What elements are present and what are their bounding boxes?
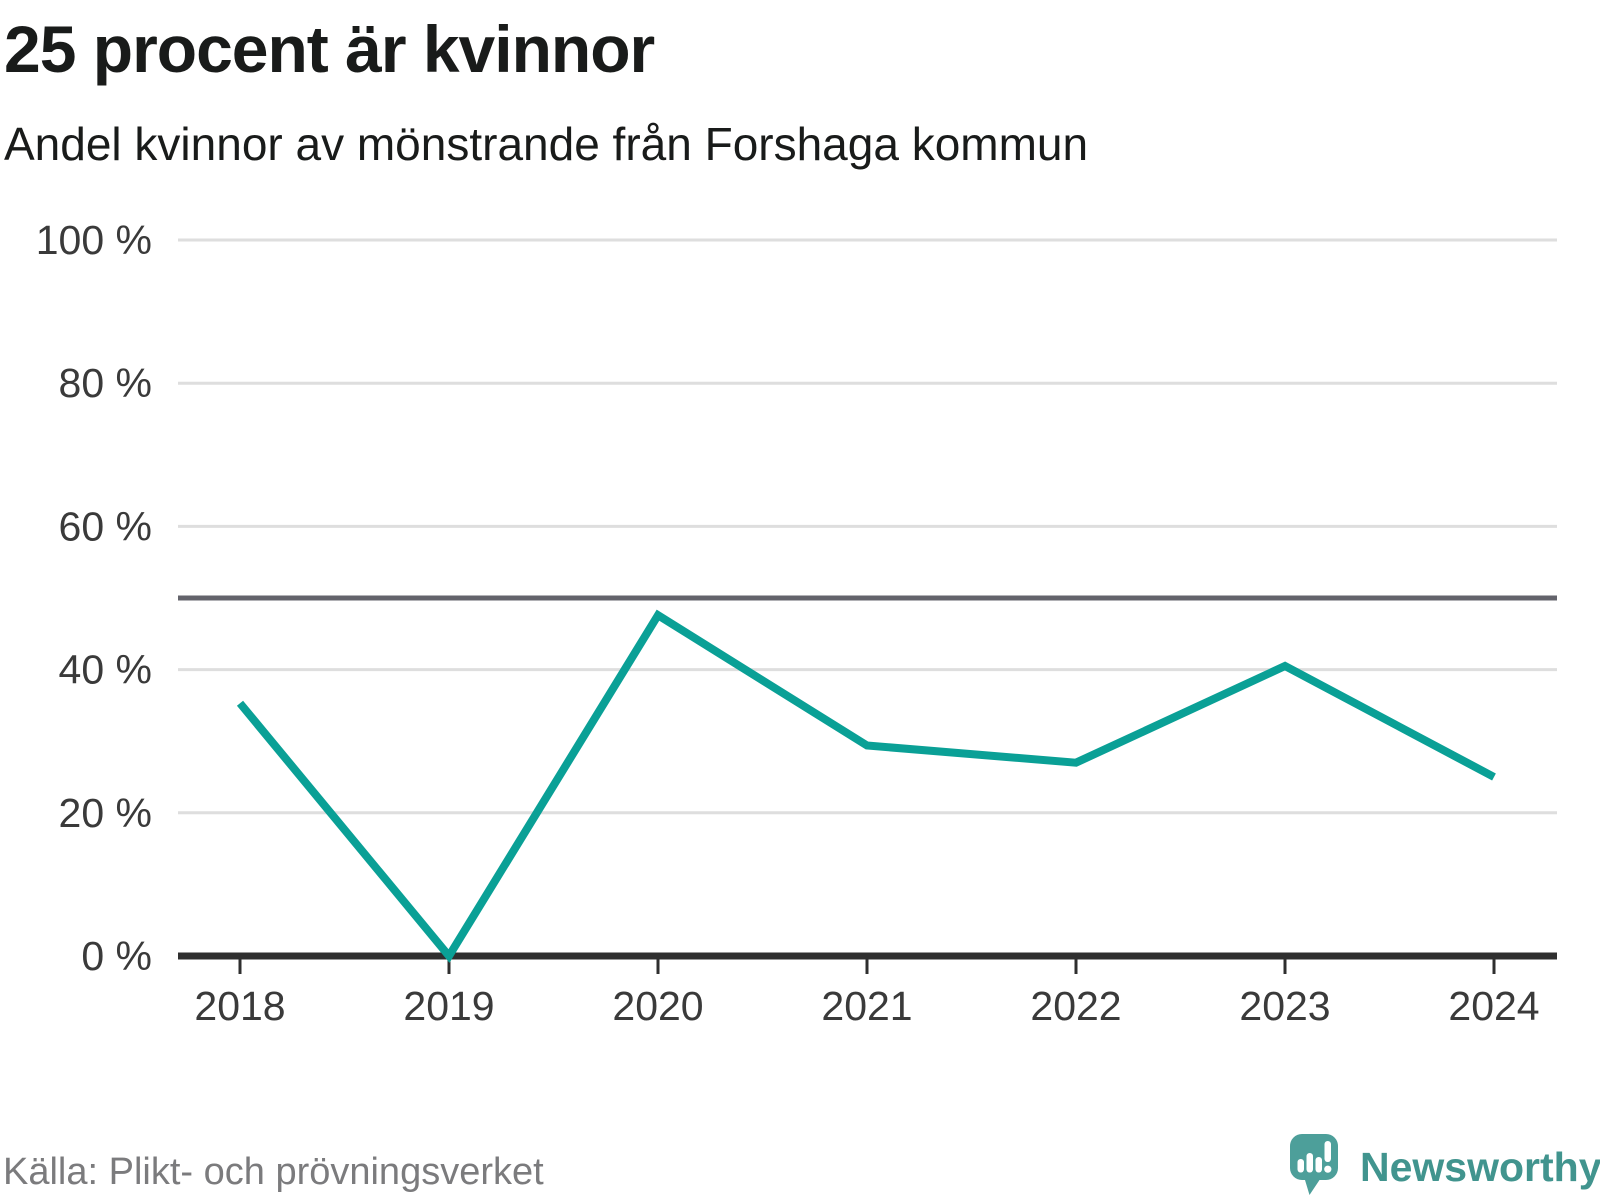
y-tick-label: 20 % [59,790,152,836]
x-tick-label: 2020 [612,983,703,1029]
exclamation-stem-glyph [1324,1141,1331,1162]
exclamation-dot-glyph [1324,1165,1332,1173]
chart-subtitle: Andel kvinnor av mönstrande från Forshag… [4,118,1089,170]
newsworthy-logo-icon [1290,1134,1338,1195]
source-note: Källa: Plikt- och prövningsverket [3,1151,544,1193]
x-tick-label: 2019 [403,983,494,1029]
bar-glyph-3 [1315,1157,1322,1173]
y-tick-label: 100 % [36,217,152,263]
chart-title: 25 procent är kvinnor [4,12,655,86]
y-tick-label: 40 % [59,647,152,693]
y-tick-label: 80 % [59,360,152,406]
brand-name: Newsworthy [1360,1144,1600,1190]
x-tick-label: 2023 [1239,983,1330,1029]
x-tick-label: 2022 [1030,983,1121,1029]
bar-glyph-2 [1306,1153,1313,1173]
y-tick-label: 60 % [59,503,152,549]
series-line [236,609,1496,963]
brand-logo: Newsworthy [1290,1134,1600,1196]
bar-glyph-1 [1297,1159,1304,1173]
y-tick-label: 0 % [81,933,152,979]
x-tick-label: 2024 [1448,983,1539,1029]
x-tick-label: 2021 [821,983,912,1029]
x-tick-label: 2018 [194,983,285,1029]
